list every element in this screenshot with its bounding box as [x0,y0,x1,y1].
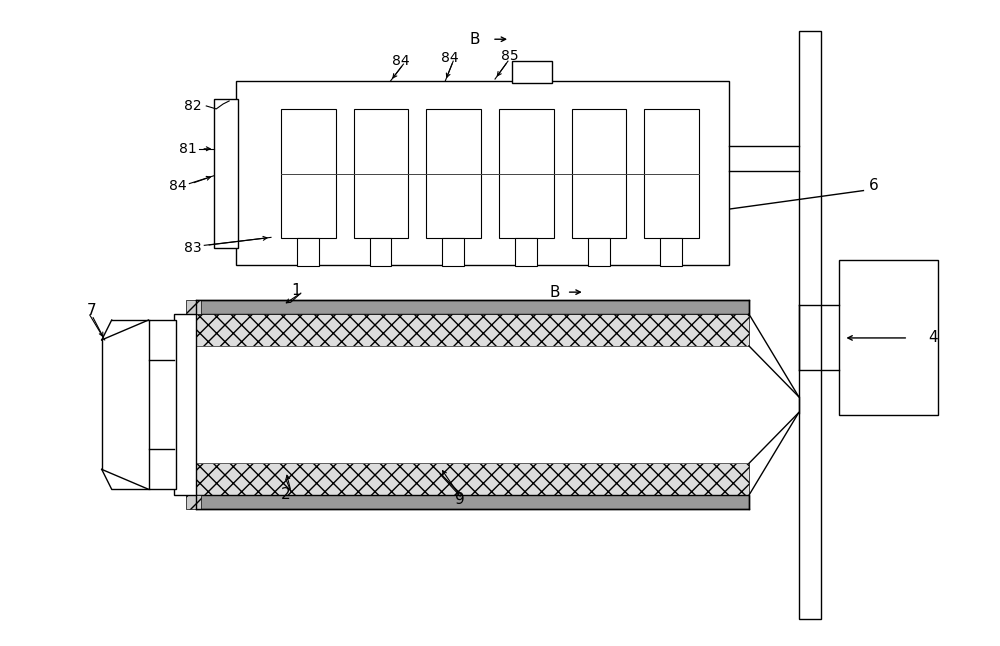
Bar [196,495,749,509]
Text: 1: 1 [291,283,301,298]
Text: 84: 84 [169,178,186,193]
Bar [644,109,699,238]
Text: 2: 2 [281,486,291,502]
Text: B: B [550,285,560,300]
Text: 4: 4 [928,331,938,346]
Bar [588,238,610,266]
Bar [196,314,749,346]
Bar [370,238,391,266]
Bar [499,109,554,238]
Bar [214,99,238,248]
Bar [660,238,682,266]
Text: 85: 85 [501,49,519,63]
Bar [186,300,201,314]
Text: 83: 83 [184,242,201,255]
Bar [426,109,481,238]
Text: B: B [470,32,480,47]
Bar [354,109,408,238]
Bar [281,109,336,238]
Text: 9: 9 [455,492,465,506]
Text: 7: 7 [87,302,96,318]
Bar [196,300,749,314]
Text: 6: 6 [868,178,878,193]
Text: 84: 84 [441,51,459,65]
Bar [512,61,552,83]
Text: 82: 82 [184,99,201,113]
Bar [196,463,749,495]
Text: 84: 84 [392,54,409,68]
Bar [839,260,938,415]
Bar [515,238,537,266]
Bar [572,109,626,238]
Bar [174,314,196,495]
Bar [799,31,821,619]
Text: 81: 81 [179,141,196,156]
Bar [236,81,729,266]
Bar [186,495,201,509]
Bar [297,238,319,266]
Bar [149,320,176,489]
Bar [442,238,464,266]
